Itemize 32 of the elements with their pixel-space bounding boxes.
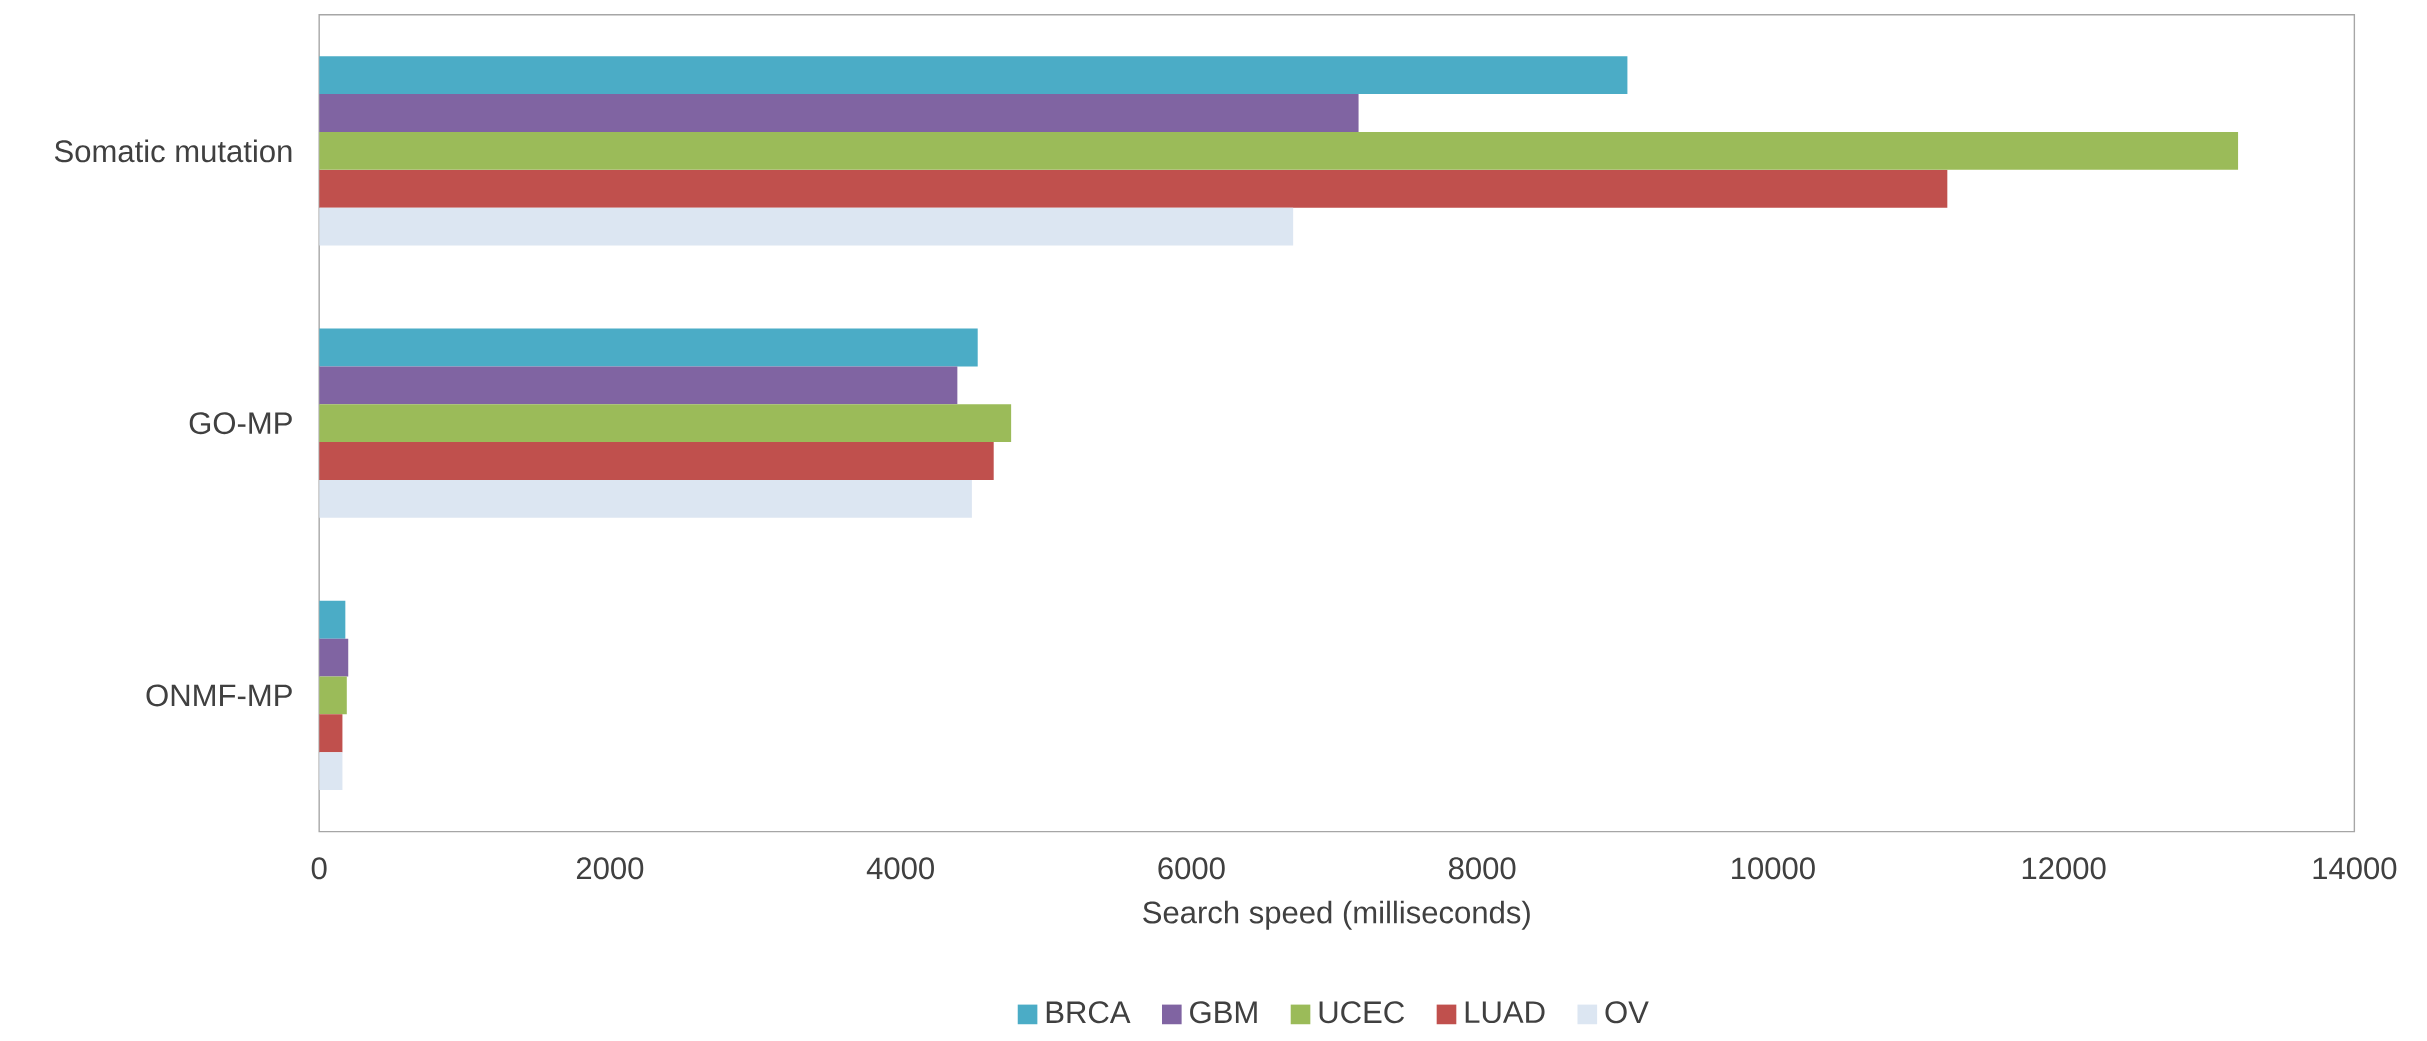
- y-tick-label: Somatic mutation: [54, 139, 292, 163]
- x-tick-label: 0: [311, 857, 327, 880]
- bar: [319, 676, 347, 715]
- bar: [319, 404, 1012, 442]
- bar: [319, 56, 1628, 94]
- bar: [319, 752, 343, 790]
- bar: [319, 131, 2239, 170]
- bar: [319, 479, 972, 518]
- bar: [319, 441, 994, 480]
- legend-label: LUAD: [1465, 1001, 1545, 1023]
- bar: [319, 600, 346, 639]
- bar: [319, 638, 349, 677]
- bar: [319, 328, 978, 367]
- x-tick-label: 14000: [2313, 857, 2397, 880]
- bar: [319, 207, 1294, 246]
- bar: [319, 366, 958, 405]
- x-tick-label: 6000: [1158, 857, 1225, 880]
- x-tick-label: 12000: [2022, 857, 2106, 880]
- legend-label: GBM: [1190, 1001, 1257, 1024]
- legend-label: OV: [1605, 1001, 1649, 1024]
- legend-label: UCEC: [1319, 1001, 1405, 1024]
- bar: [319, 93, 1359, 132]
- y-tick-label: GO-MP: [189, 411, 292, 434]
- y-tick-label: ONMF-MP: [146, 684, 292, 707]
- x-tick-label: 10000: [1732, 857, 1815, 880]
- x-tick-label: 2000: [576, 857, 644, 880]
- legend-label: BRCA: [1046, 1001, 1131, 1024]
- x-tick-label: 4000: [866, 857, 934, 880]
- x-axis-title: Search speed (milliseconds): [1143, 900, 1530, 930]
- bar: [319, 714, 343, 753]
- bar: [319, 169, 1948, 208]
- x-tick-label: 8000: [1448, 857, 1516, 880]
